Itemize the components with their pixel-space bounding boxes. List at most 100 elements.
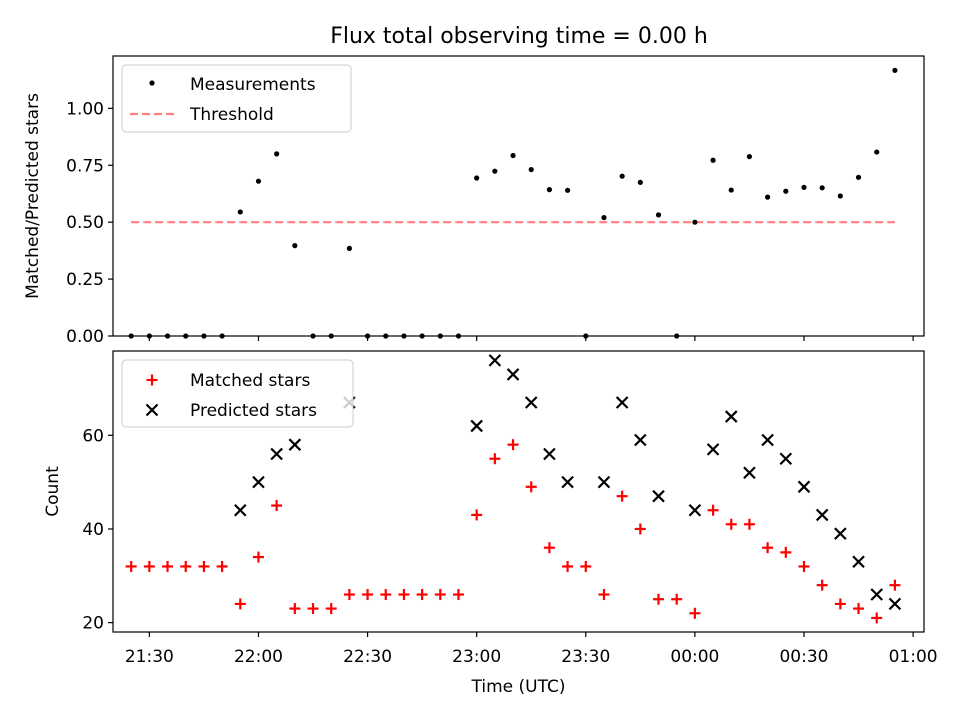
matched-point <box>598 589 610 601</box>
cross-stroke-b <box>743 466 756 480</box>
measurement-point <box>564 187 571 193</box>
matched-point <box>562 560 574 572</box>
matched-point <box>689 607 701 619</box>
x-tick-label: 00:00 <box>670 647 719 667</box>
y-tick-label: 20 <box>82 614 104 634</box>
measurement-point <box>601 215 607 221</box>
predicted-point <box>524 396 538 409</box>
measurement-point <box>746 154 753 160</box>
matched-point <box>653 593 665 605</box>
matched-point <box>725 518 737 530</box>
predicted-point <box>597 475 611 489</box>
predicted-point <box>652 489 665 503</box>
matched-point <box>271 500 283 512</box>
legend-box <box>121 359 354 428</box>
cross-stroke-b <box>888 597 902 611</box>
predicted-point <box>743 466 756 480</box>
x-tick-label: 01:00 <box>889 647 938 667</box>
matched-point <box>307 603 319 615</box>
matched-point <box>143 560 155 572</box>
cross-stroke-b <box>688 503 702 517</box>
cross-stroke-b <box>815 508 829 522</box>
matched-point <box>671 593 683 605</box>
measurement-point <box>837 193 843 199</box>
predicted-point <box>761 433 774 447</box>
matched-point <box>780 546 792 558</box>
matched-point <box>362 589 374 601</box>
predicted-point <box>252 475 265 489</box>
matched-point <box>743 518 755 530</box>
matched-point <box>180 560 192 572</box>
matched-point <box>489 453 501 465</box>
predicted-point <box>615 396 629 409</box>
matched-point <box>798 560 810 572</box>
matched-point <box>871 612 883 624</box>
measurement-point <box>765 194 771 200</box>
predicted-point <box>815 508 829 522</box>
x-tick-label: 00:30 <box>779 647 828 667</box>
legend-marker-matched <box>146 374 158 386</box>
measurement-point <box>546 187 553 193</box>
top-axes-frame <box>112 55 925 337</box>
measurement-point <box>637 179 643 185</box>
chart-title: Flux total observing time = 0.00 h <box>330 24 708 49</box>
matched-point <box>834 598 846 610</box>
cross-stroke-b <box>470 419 483 433</box>
cross-stroke-b <box>543 447 556 461</box>
x-axis-label: Time (UTC) <box>471 677 566 697</box>
predicted-point <box>561 475 574 489</box>
matched-point <box>198 560 210 572</box>
legend-label-measurements: Measurements <box>190 75 316 95</box>
cross-stroke-b <box>488 354 502 367</box>
matched-point <box>580 560 592 572</box>
cross-stroke-b <box>506 368 520 381</box>
predicted-point <box>688 503 702 517</box>
matched-point <box>634 523 646 535</box>
y-tick-label: 0.00 <box>66 327 104 347</box>
matched-point <box>889 579 901 591</box>
cross-stroke-b <box>597 475 611 489</box>
matched-point <box>289 603 301 615</box>
cross-stroke-b <box>779 452 793 465</box>
matched-point <box>507 439 519 451</box>
matched-point <box>434 589 446 601</box>
top-panel: 0.00 0.25 0.50 0.75 1.00 Matched/Predicted st… <box>23 55 925 347</box>
measurement-point <box>492 168 498 174</box>
measurement-point <box>292 243 298 249</box>
cross-stroke-b <box>652 489 665 503</box>
matched-point <box>325 603 337 615</box>
measurement-point <box>255 178 262 184</box>
y-tick-label: 60 <box>82 426 104 446</box>
cross-stroke-b <box>524 396 538 409</box>
legend-label-predicted: Predicted stars <box>190 401 317 421</box>
measurement-point <box>619 173 625 179</box>
y-axis-label: Matched/Predicted stars <box>23 93 43 299</box>
matched-point <box>343 589 355 601</box>
measurement-point <box>237 209 243 215</box>
measurement-point <box>783 188 789 194</box>
predicted-point <box>779 452 793 465</box>
x-tick-label: 23:30 <box>561 647 610 667</box>
matched-point <box>543 542 555 554</box>
measurement-point <box>510 152 516 159</box>
matched-point <box>234 598 246 610</box>
predicted-point <box>724 410 738 423</box>
cross-stroke-b <box>288 438 302 451</box>
y-tick-label: 0.75 <box>66 156 104 176</box>
matched-point <box>398 589 410 601</box>
predicted-point <box>834 527 847 540</box>
predicted-point <box>488 354 502 367</box>
cross-stroke-b <box>761 433 774 447</box>
cross-stroke-b <box>834 527 847 540</box>
measurement-point <box>892 67 898 73</box>
cross-stroke-b <box>852 555 865 569</box>
predicted-point <box>234 503 247 517</box>
measurement-point <box>710 157 716 163</box>
x-tick-label: 22:00 <box>234 647 283 667</box>
matched-point <box>416 589 428 601</box>
y-tick-label: 0.25 <box>66 270 104 290</box>
predicted-point <box>470 419 483 433</box>
measurement-point <box>528 166 534 173</box>
cross-stroke-b <box>561 475 574 489</box>
bottom-panel: 20 40 60 21:30 22:00 22:30 23:00 23:30 00:00 00:3… <box>43 350 938 697</box>
